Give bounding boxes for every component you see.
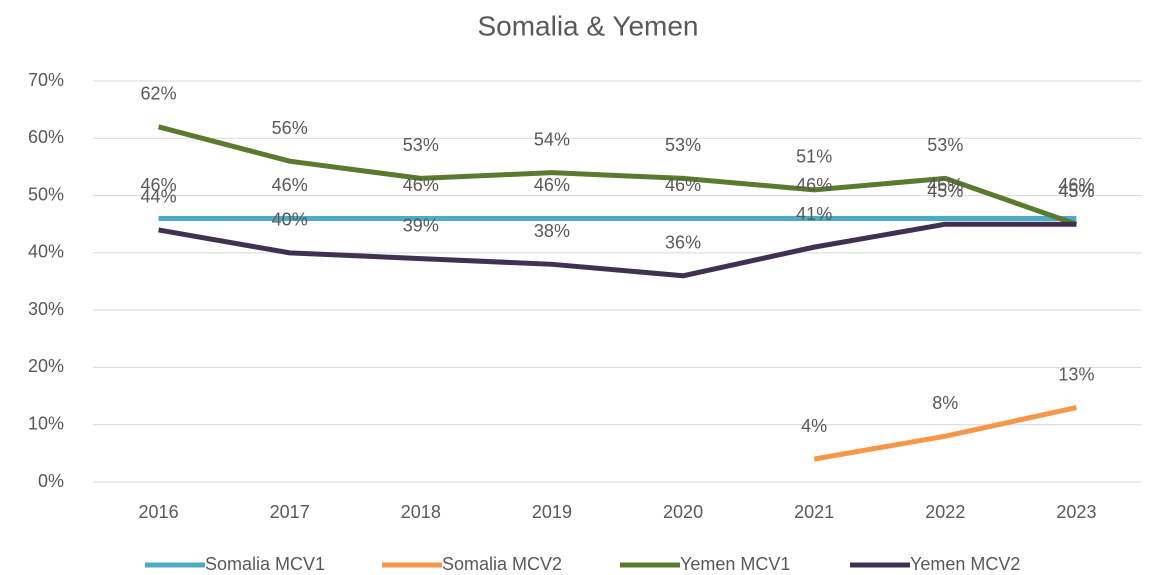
x-tick-label: 2018 bbox=[401, 502, 441, 522]
data-label: 53% bbox=[665, 135, 701, 155]
y-tick-label: 10% bbox=[28, 413, 64, 433]
data-label: 41% bbox=[796, 204, 832, 224]
y-tick-label: 70% bbox=[28, 70, 64, 90]
series-line bbox=[158, 221, 1077, 279]
data-label: 51% bbox=[796, 147, 832, 167]
legend-label: Yemen MCV1 bbox=[680, 554, 790, 574]
y-tick-label: 20% bbox=[28, 356, 64, 376]
series-line bbox=[813, 405, 1077, 462]
data-label: 8% bbox=[932, 393, 958, 413]
data-label: 56% bbox=[272, 118, 308, 138]
data-label: 39% bbox=[403, 215, 439, 235]
data-label: 36% bbox=[665, 233, 701, 253]
legend-label: Yemen MCV2 bbox=[910, 554, 1020, 574]
chart-title: Somalia & Yemen bbox=[477, 10, 698, 41]
data-label: 53% bbox=[403, 135, 439, 155]
data-label: 62% bbox=[141, 84, 177, 104]
data-label: 4% bbox=[801, 416, 827, 436]
data-label: 53% bbox=[927, 135, 963, 155]
legend-label: Somalia MCV2 bbox=[442, 554, 562, 574]
data-label: 45% bbox=[927, 181, 963, 201]
data-label: 54% bbox=[534, 129, 570, 149]
y-tick-label: 50% bbox=[28, 184, 64, 204]
data-label: 46% bbox=[403, 175, 439, 195]
y-tick-label: 40% bbox=[28, 242, 64, 262]
data-label: 46% bbox=[272, 175, 308, 195]
y-tick-label: 30% bbox=[28, 299, 64, 319]
data-label: 46% bbox=[927, 175, 963, 195]
x-tick-label: 2019 bbox=[532, 502, 572, 522]
series-line bbox=[157, 124, 1078, 227]
x-tick-label: 2023 bbox=[1056, 502, 1096, 522]
data-label: 46% bbox=[1058, 175, 1094, 195]
x-tick-label: 2017 bbox=[270, 502, 310, 522]
y-tick-label: 60% bbox=[28, 127, 64, 147]
data-label: 46% bbox=[665, 175, 701, 195]
data-label: 46% bbox=[141, 175, 177, 195]
data-label: 40% bbox=[272, 210, 308, 230]
x-tick-label: 2021 bbox=[794, 502, 834, 522]
data-label: 38% bbox=[534, 221, 570, 241]
data-label: 13% bbox=[1058, 364, 1094, 384]
data-label: 46% bbox=[796, 175, 832, 195]
data-label: 46% bbox=[534, 175, 570, 195]
x-tick-label: 2020 bbox=[663, 502, 703, 522]
legend-label: Somalia MCV1 bbox=[205, 554, 325, 574]
data-label: 45% bbox=[1058, 181, 1094, 201]
x-tick-label: 2016 bbox=[139, 502, 179, 522]
y-tick-label: 0% bbox=[38, 471, 64, 491]
data-label: 44% bbox=[141, 187, 177, 207]
data-label: 45% bbox=[1058, 181, 1094, 201]
x-tick-label: 2022 bbox=[925, 502, 965, 522]
